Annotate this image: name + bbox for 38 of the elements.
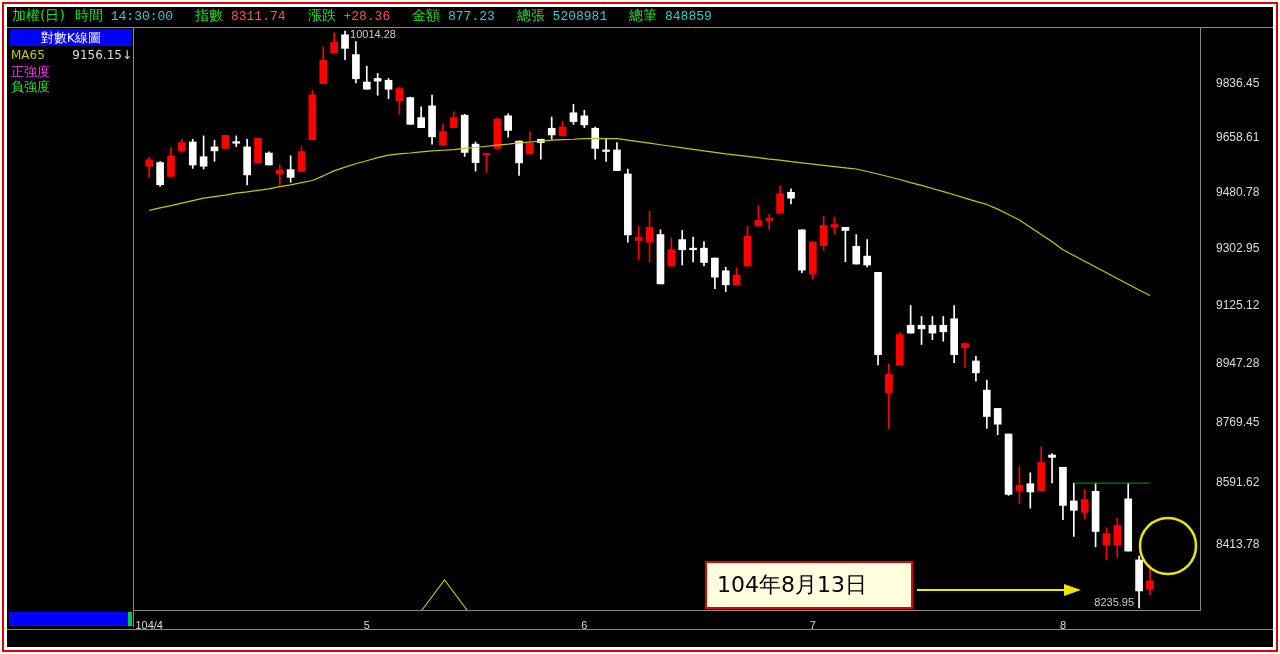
text: MA65 bbox=[11, 48, 45, 62]
x-tick-label: 8 bbox=[1059, 618, 1067, 631]
text: 金額 877.23 bbox=[412, 7, 495, 24]
text: 9156.15↓ bbox=[71, 48, 132, 62]
chart-subtitle: 對數K線圖 bbox=[10, 29, 132, 46]
y-tick-label: 9125.12 bbox=[1216, 297, 1260, 312]
candlestick bbox=[602, 138, 610, 162]
annotation: 104年8月13日 bbox=[705, 561, 913, 609]
x-tick-label: 7 bbox=[809, 618, 816, 631]
candlestick bbox=[939, 316, 948, 342]
annotation: 10014.28 bbox=[350, 27, 396, 40]
candlestick bbox=[961, 342, 969, 368]
chart-title: 加權(日) bbox=[12, 7, 65, 25]
x-tick-label: 6 bbox=[581, 618, 588, 631]
candlestick bbox=[1048, 453, 1056, 484]
text: 負強度 bbox=[11, 78, 50, 96]
y-tick-label: 8769.45 bbox=[1216, 415, 1260, 430]
candlestick bbox=[1026, 472, 1035, 509]
y-tick-label: 9480.78 bbox=[1216, 184, 1260, 199]
annotation: 8235.95 bbox=[1094, 596, 1135, 609]
y-tick-label: 9836.45 bbox=[1216, 76, 1260, 91]
y-tick-label: 8947.28 bbox=[1216, 355, 1260, 370]
text: 總張 5208981 bbox=[516, 7, 608, 24]
text: 時間 14:30:00 bbox=[74, 7, 174, 24]
y-tick-label: 8413.78 bbox=[1216, 537, 1260, 552]
y-tick-label: 9658.61 bbox=[1216, 130, 1260, 145]
candlestick bbox=[689, 236, 697, 263]
text: 指數 8311.74 bbox=[195, 7, 286, 24]
y-tick-label: 9302.95 bbox=[1216, 240, 1260, 255]
candlestick bbox=[634, 226, 643, 260]
x-tick-label: 5 bbox=[363, 618, 370, 631]
x-tick-label: 104/4 bbox=[135, 618, 163, 631]
text: 正強度 bbox=[11, 63, 50, 80]
y-tick-label: 8591.62 bbox=[1216, 475, 1260, 490]
candlestick bbox=[1069, 482, 1078, 537]
text: 漲跌 +28.36 bbox=[307, 7, 391, 24]
candlestick bbox=[765, 214, 774, 231]
text: 總筆 848859 bbox=[629, 7, 712, 24]
